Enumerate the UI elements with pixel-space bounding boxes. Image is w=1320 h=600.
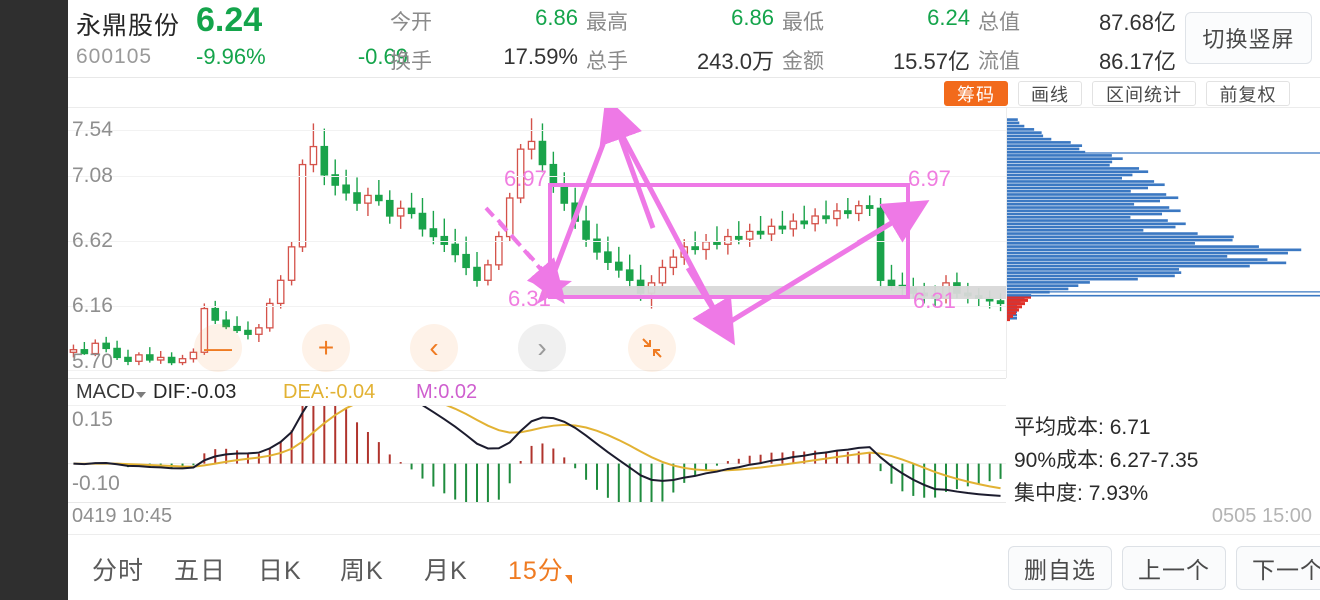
date-start: 0419 10:45: [72, 505, 173, 527]
chevron-down-icon[interactable]: [136, 392, 146, 398]
chart-tool-tabs: 筹码 画线 区间统计 前复权: [68, 79, 1320, 108]
macd-plot[interactable]: [68, 406, 1006, 502]
dropdown-corner-icon[interactable]: [565, 575, 572, 584]
y-axis-label: 7.54: [72, 118, 113, 141]
last-price: 6.24: [196, 1, 263, 39]
tab-chips[interactable]: 筹码: [944, 81, 1008, 106]
tab-range-stats[interactable]: 区间统计: [1092, 81, 1196, 106]
chip-stat-label: 集中度:: [1014, 482, 1083, 505]
chip-stat-avg-cost: 平均成本: 6.71: [1014, 411, 1151, 441]
tab-weekly-k[interactable]: 周K: [340, 557, 384, 585]
annotation-pivot-label: 6.31: [508, 286, 551, 311]
tab-15min[interactable]: 15分: [508, 557, 564, 585]
change-pct: -9.96%: [196, 44, 266, 69]
pan-right-button[interactable]: ›: [518, 324, 566, 372]
gridline: [68, 241, 1006, 242]
stat-label-high: 最高: [586, 11, 628, 34]
chip-histogram-svg: [1007, 118, 1320, 322]
gridline: [68, 176, 1006, 177]
chip-distribution-panel: [1006, 108, 1320, 378]
chevron-left-icon: ‹: [429, 332, 439, 363]
y-axis-label: 6.16: [72, 294, 113, 317]
y-axis-label: 6.62: [72, 229, 113, 252]
stat-value-amount: 15.57亿: [892, 49, 970, 74]
stat-value-totalcap: 87.68亿: [1098, 10, 1176, 35]
chip-stat-90-cost: 90%成本: 6.27-7.35: [1014, 444, 1198, 474]
device-bezel: [0, 0, 68, 600]
plus-icon: +: [317, 332, 335, 363]
macd-header: MACD DIF:-0.03 DEA:-0.04 M:0.02: [68, 378, 1320, 406]
switch-portrait-button[interactable]: 切换竖屏: [1185, 12, 1312, 64]
annotation-rect-bottom: 6.31: [913, 288, 956, 313]
macd-dea-value: DEA:-0.04: [283, 381, 376, 403]
macd-y-bottom: -0.10: [72, 472, 120, 495]
stat-label-turnover: 换手: [390, 50, 432, 73]
chip-stat-label: 90%成本:: [1014, 449, 1104, 472]
minus-icon: —: [204, 332, 232, 363]
stat-value-floatcap: 86.17亿: [1098, 49, 1176, 74]
stock-code: 600105: [76, 45, 153, 68]
chip-stat-value: 6.71: [1109, 416, 1151, 439]
annotation-mid-label: 6.97: [504, 166, 547, 191]
y-axis-label: 7.08: [72, 164, 113, 187]
stat-value-turnover: 17.59%: [503, 44, 578, 69]
app-stage: 永鼎股份 600105 6.24 -9.96% -0.69 今开 6.86 最高…: [68, 0, 1320, 600]
drawing-overlay: [484, 108, 930, 346]
candlestick-plot[interactable]: 6.97 6.31 6.97 6.31: [68, 108, 1006, 378]
stat-label-volume: 总手: [586, 50, 628, 73]
bottom-bar: 分时 五日 日K 周K 月K 15分 删自选 上一个 下一个: [68, 534, 1320, 600]
previous-stock-button[interactable]: 上一个: [1122, 546, 1226, 590]
macd-m-value: M:0.02: [416, 381, 478, 403]
stat-label-open: 今开: [390, 11, 432, 34]
chip-stat-concentration: 集中度: 7.93%: [1014, 477, 1148, 507]
gridline: [68, 306, 1006, 307]
annotation-rect-top: 6.97: [908, 166, 951, 191]
tab-adjust[interactable]: 前复权: [1206, 81, 1290, 106]
zoom-out-button[interactable]: —: [194, 324, 242, 372]
stock-name: 永鼎股份: [76, 12, 181, 40]
stat-label-floatcap: 流值: [978, 50, 1020, 73]
y-axis-label: 5.70: [72, 350, 113, 373]
stat-label-amount: 金额: [782, 50, 824, 73]
remove-watchlist-button[interactable]: 删自选: [1008, 546, 1112, 590]
stat-value-high: 6.86: [731, 5, 774, 30]
tab-daily-k[interactable]: 日K: [258, 557, 302, 585]
tab-timeshare[interactable]: 分时: [92, 557, 145, 585]
stat-label-totalcap: 总值: [978, 11, 1020, 34]
gridline: [68, 130, 1006, 131]
macd-svg: [68, 406, 1006, 502]
change-abs: -0.69: [357, 44, 408, 69]
pan-left-button[interactable]: ‹: [410, 324, 458, 372]
quote-header: 永鼎股份 600105 6.24 -9.96% -0.69 今开 6.86 最高…: [68, 0, 1320, 78]
zoom-in-button[interactable]: +: [302, 324, 350, 372]
tab-monthly-k[interactable]: 月K: [424, 557, 468, 585]
chip-stat-value: 6.27-7.35: [1109, 449, 1199, 472]
collapse-button[interactable]: [628, 324, 676, 372]
gridline: [68, 370, 1006, 371]
stat-value-open: 6.86: [535, 5, 578, 30]
date-axis: 0419 10:45 0505 15:00: [68, 502, 1320, 534]
stat-value-low: 6.24: [927, 5, 970, 30]
chip-stat-label: 平均成本:: [1014, 416, 1104, 439]
macd-y-top: 0.15: [72, 408, 113, 431]
chevron-right-icon: ›: [537, 332, 547, 363]
next-stock-button[interactable]: 下一个: [1236, 546, 1320, 590]
chip-stat-value: 7.93%: [1088, 482, 1149, 505]
tab-drawline[interactable]: 画线: [1018, 81, 1082, 106]
stat-label-low: 最低: [782, 11, 824, 34]
macd-dif-value: DIF:-0.03: [153, 381, 237, 403]
tab-five-day[interactable]: 五日: [174, 557, 227, 585]
macd-indicator-name[interactable]: MACD: [76, 381, 135, 403]
stat-value-volume: 243.0万: [696, 49, 774, 74]
date-end: 0505 15:00: [1211, 505, 1312, 527]
price-chart-panel[interactable]: 6.97 6.31 6.97 6.31 7.54 7.08 6.62 6.16 …: [68, 108, 1320, 378]
collapse-arrows-icon: [642, 338, 662, 358]
